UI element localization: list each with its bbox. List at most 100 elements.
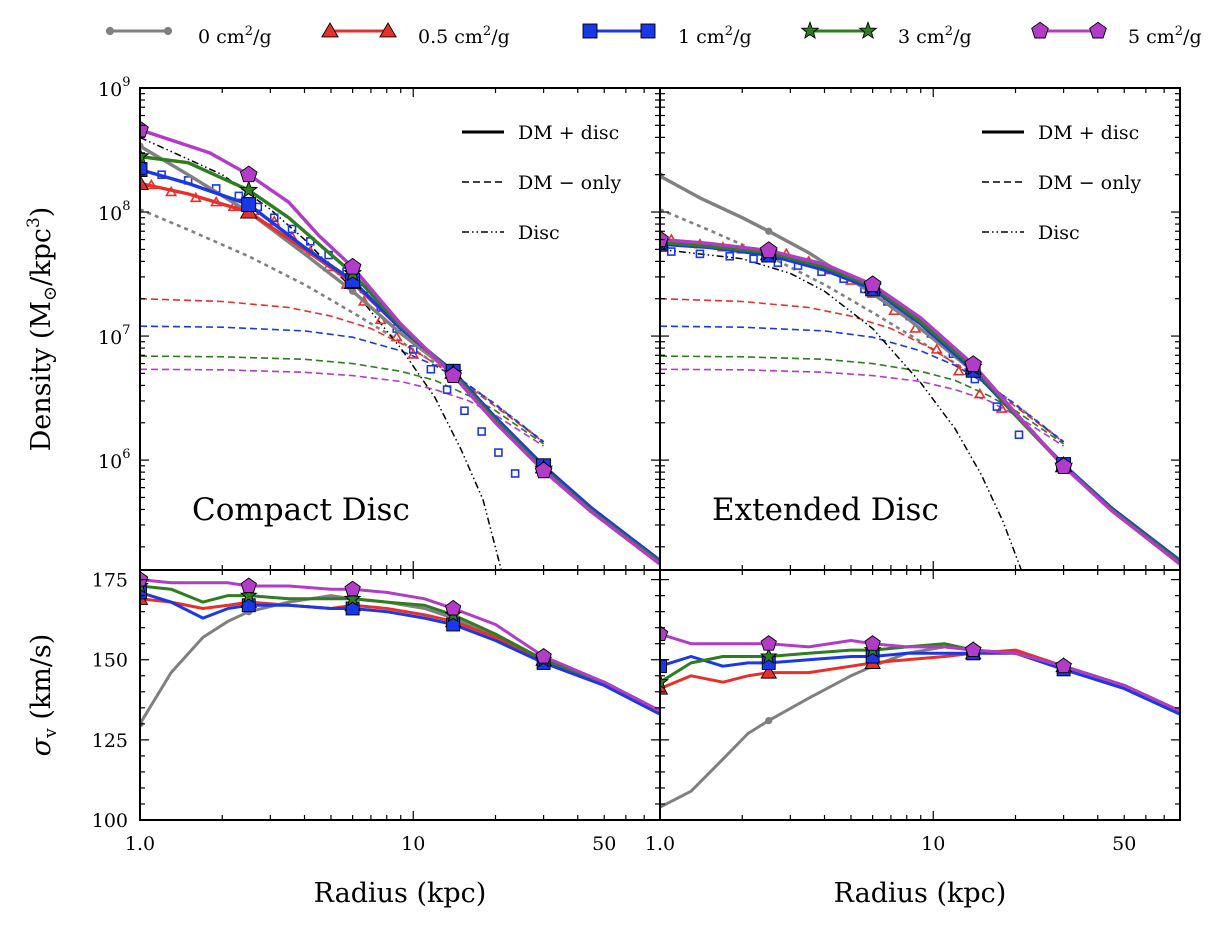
hollow-square-marker (749, 254, 758, 264)
legend-label-text: 1 cm (678, 26, 725, 48)
sigma-tick-label: 125 (92, 730, 128, 752)
series-marker (239, 180, 259, 199)
legend-label-sup: 2 (245, 24, 253, 39)
hollow-square-marker (1014, 430, 1024, 440)
series-marker (534, 461, 553, 479)
series-marker (863, 275, 882, 293)
density-axis-title-mid: /kpc (26, 228, 57, 286)
sigma-line (660, 645, 1180, 809)
hollow-triangle-marker (407, 348, 420, 359)
hollow-square-marker (477, 427, 486, 436)
x-tick-label: 1.0 (125, 833, 155, 855)
density-plot-area (660, 172, 1180, 570)
axis-labels: Density (M⊙/kpc3) σv (km/s) (24, 207, 61, 757)
legend-entry: 0 cm2/g (105, 24, 272, 48)
series-marker (964, 355, 982, 372)
sigma-axis-title-main: σ (26, 736, 57, 756)
legend-marker (582, 23, 598, 39)
legend-label: 0 cm2/g (198, 24, 272, 48)
sigma-marker (140, 571, 149, 587)
hollow-square-marker (494, 448, 503, 457)
x-axis-title: Radius (kpc) (314, 878, 487, 909)
style-legend-label: DM − only (1038, 172, 1141, 194)
hollow-square-marker (667, 247, 676, 256)
legend-label: 3 cm2/g (898, 24, 972, 48)
density-axis-title: Density (M⊙/kpc3) (24, 207, 61, 452)
panel-label: Extended Disc (712, 492, 939, 528)
hollow-square-marker (269, 213, 279, 223)
style-legend-label: DM − only (518, 172, 621, 194)
legend-label-sup: 2 (725, 24, 733, 39)
hollow-square-marker (287, 224, 297, 234)
density-axis-title-sup: 3 (24, 217, 44, 228)
sigma-axis-title-end: (km/s) (26, 634, 57, 729)
series-marker (759, 241, 778, 258)
hollow-square-marker (992, 402, 1002, 411)
legend-marker (379, 22, 397, 38)
dm-only-line (140, 208, 545, 444)
x-tick-label: 10 (401, 833, 425, 855)
sigma-marker (760, 664, 778, 679)
tick-base: 10 (98, 451, 122, 473)
dm-disc-line (140, 167, 660, 562)
panel-label: Compact Disc (192, 492, 410, 528)
hollow-square-marker (426, 364, 436, 374)
sigma-plot-area (660, 625, 1180, 809)
x-tick-label: 50 (1112, 833, 1136, 855)
hollow-triangle-marker (930, 343, 943, 354)
sigma-marker (660, 625, 669, 642)
density-tick-label: 108 (98, 199, 130, 225)
hollow-square-marker (442, 385, 452, 394)
density-tick-label: 109 (98, 75, 130, 101)
legend-label-end: /g (1183, 26, 1202, 48)
legend-marker (105, 26, 115, 36)
sigma-marker (535, 647, 552, 664)
series-marker (660, 230, 669, 248)
legend-label-text: 3 cm (898, 26, 945, 48)
dm-disc-line (660, 237, 1180, 566)
legend-marker (321, 22, 339, 38)
legend-label: 1 cm2/g (678, 24, 752, 48)
legend-label: 0.5 cm2/g (418, 24, 510, 48)
hollow-triangle-marker (995, 402, 1008, 413)
legend-marker (163, 26, 173, 36)
tick-exp: 7 (122, 323, 130, 338)
sigma-marker (964, 641, 982, 658)
style-legend-label: DM + disc (518, 122, 619, 144)
series-marker (765, 227, 773, 235)
sigma-plot-area (140, 571, 660, 728)
sigma-tick-label: 150 (92, 650, 128, 672)
legend-label: 5 cm2/g (1128, 24, 1202, 48)
sigma-marker (759, 647, 778, 665)
sigma-line (660, 651, 1180, 716)
tick-exp: 9 (122, 75, 130, 90)
density-axis-title-end: ) (26, 207, 57, 218)
style-legend-label: Disc (518, 222, 560, 244)
x-tick-label: 1.0 (645, 833, 675, 855)
series-marker (444, 366, 462, 384)
density-axis-title-main: Density (M (26, 301, 57, 451)
x-tick-label: 50 (592, 833, 616, 855)
hollow-square-marker (510, 469, 520, 478)
legend-label-text: 0.5 cm (418, 26, 483, 48)
series-marker (1054, 457, 1073, 474)
hollow-square-marker (725, 251, 735, 261)
legend-label-sup: 2 (945, 24, 953, 39)
style-legend-label: DM + disc (1038, 122, 1139, 144)
sigma-marker (344, 580, 361, 597)
legend-label-sup: 2 (1175, 24, 1183, 39)
series-marker (140, 174, 149, 190)
sigma-marker (660, 659, 667, 674)
disc-line (660, 248, 1023, 570)
dm-only-line (660, 325, 1065, 443)
hollow-triangle-marker (390, 331, 403, 342)
tick-base: 10 (98, 203, 122, 225)
legend-label-text: 5 cm (1128, 26, 1175, 48)
legend-marker (1031, 21, 1049, 39)
style-legend: DM + disc DM − only Disc (982, 122, 1141, 244)
dm-only-line (660, 208, 1065, 444)
hollow-square-marker (408, 345, 418, 354)
legend-entry: 0.5 cm2/g (321, 22, 510, 48)
